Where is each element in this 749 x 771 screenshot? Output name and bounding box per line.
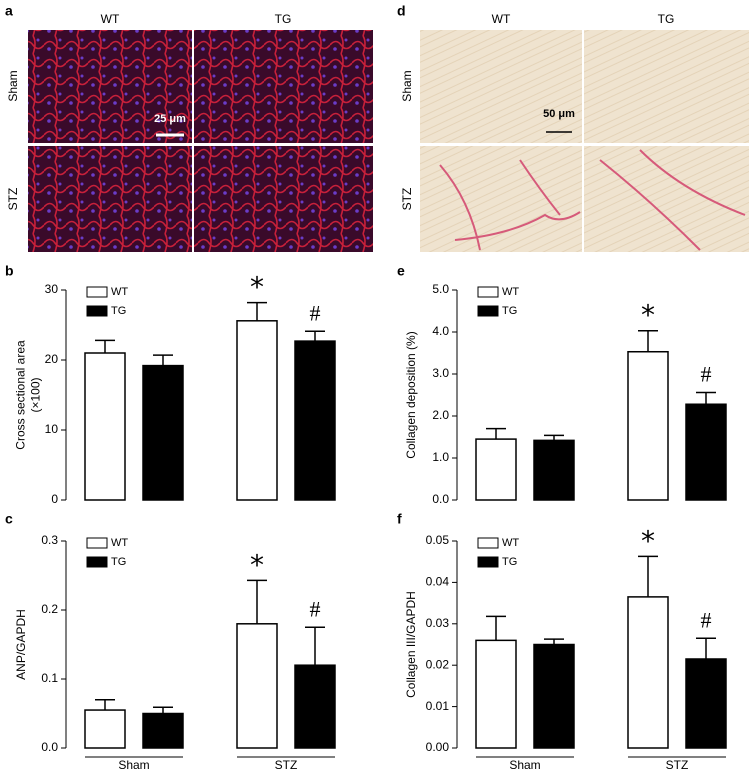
collagen-stain bbox=[439, 149, 746, 251]
row-label: Sham bbox=[6, 70, 20, 101]
y-tick-label: 1.0 bbox=[432, 450, 449, 464]
legend-label: WT bbox=[111, 537, 128, 549]
y-tick-label: 0.04 bbox=[426, 575, 450, 589]
y-tick-label: 10 bbox=[45, 422, 59, 436]
bar bbox=[236, 623, 278, 749]
significance-marker: # bbox=[310, 596, 321, 621]
micrograph bbox=[420, 146, 582, 252]
legend-swatch bbox=[477, 305, 499, 317]
significance-marker: # bbox=[310, 300, 321, 325]
significance-marker: * bbox=[250, 548, 264, 581]
significance-marker: * bbox=[250, 271, 264, 304]
y-tick-label: 30 bbox=[45, 282, 59, 296]
bar bbox=[142, 712, 184, 749]
y-tick-label: 0 bbox=[51, 492, 58, 506]
column-label: TG bbox=[658, 12, 675, 26]
legend-swatch bbox=[86, 286, 108, 298]
panel-letter: f bbox=[397, 511, 402, 527]
row-label: STZ bbox=[400, 188, 414, 211]
significance-marker: * bbox=[641, 524, 655, 557]
legend-label: WT bbox=[111, 286, 128, 298]
panel-a-images bbox=[28, 30, 373, 252]
y-tick-label: 20 bbox=[45, 352, 59, 366]
micrograph bbox=[28, 146, 192, 252]
bar bbox=[294, 664, 336, 749]
bar bbox=[84, 352, 126, 501]
bar bbox=[142, 364, 184, 501]
micrograph bbox=[28, 30, 192, 143]
scale-label: 50 μm bbox=[543, 108, 575, 120]
x-tick-label: Sham bbox=[118, 758, 149, 771]
significance-marker: * bbox=[641, 299, 655, 332]
panel-letter: b bbox=[5, 263, 14, 279]
y-tick-label: 0.2 bbox=[41, 602, 58, 616]
y-tick-label: 0.0 bbox=[41, 740, 58, 754]
y-axis-label: ANP/GAPDH bbox=[14, 609, 28, 680]
micrograph bbox=[584, 146, 749, 252]
significance-marker: # bbox=[701, 607, 712, 632]
legend-swatch bbox=[86, 305, 108, 317]
column-label: WT bbox=[101, 12, 120, 26]
panel-d-images bbox=[420, 30, 749, 252]
y-tick-label: 0.00 bbox=[426, 740, 450, 754]
micrograph bbox=[584, 30, 749, 143]
x-tick-label: Sham bbox=[509, 758, 540, 771]
x-tick-label: STZ bbox=[666, 758, 689, 771]
bar bbox=[685, 403, 727, 501]
y-tick-label: 2.0 bbox=[432, 408, 449, 422]
bar bbox=[685, 658, 727, 749]
legend-label: TG bbox=[111, 556, 126, 568]
legend-label: TG bbox=[502, 556, 517, 568]
bar bbox=[627, 596, 669, 749]
y-tick-label: 0.1 bbox=[41, 671, 58, 685]
panel-letter: c bbox=[5, 511, 13, 527]
y-axis-label: Collagen deposition (%) bbox=[404, 331, 418, 458]
y-tick-label: 0.3 bbox=[41, 533, 58, 547]
legend-swatch bbox=[477, 286, 499, 298]
scale-label: 25 μm bbox=[154, 113, 186, 125]
bar bbox=[533, 439, 575, 501]
bar bbox=[236, 320, 278, 501]
micrograph bbox=[420, 30, 582, 143]
bar bbox=[475, 438, 517, 501]
micrograph bbox=[194, 146, 373, 252]
y-tick-label: 4.0 bbox=[432, 324, 449, 338]
legend-swatch bbox=[86, 556, 108, 568]
bar bbox=[533, 643, 575, 749]
y-axis-label: Collagen III/GAPDH bbox=[404, 591, 418, 698]
legend-label: WT bbox=[502, 537, 519, 549]
significance-marker: # bbox=[701, 362, 712, 387]
row-label: STZ bbox=[6, 188, 20, 211]
y-tick-label: 3.0 bbox=[432, 366, 449, 380]
y-axis-label: Cross sectional area bbox=[14, 340, 28, 450]
y-tick-label: 0.0 bbox=[432, 492, 449, 506]
bar bbox=[475, 639, 517, 749]
legend-label: WT bbox=[502, 286, 519, 298]
legend-label: TG bbox=[502, 305, 517, 317]
panel-letter: e bbox=[397, 263, 405, 279]
y-axis-label: (×100) bbox=[29, 377, 43, 412]
bar bbox=[294, 340, 336, 501]
column-label: TG bbox=[275, 12, 292, 26]
y-tick-label: 5.0 bbox=[432, 282, 449, 296]
bar bbox=[627, 350, 669, 501]
legend-swatch bbox=[477, 556, 499, 568]
x-tick-label: STZ bbox=[275, 758, 298, 771]
legend-swatch bbox=[86, 537, 108, 549]
bar bbox=[84, 709, 126, 749]
y-tick-label: 0.02 bbox=[426, 657, 450, 671]
column-label: WT bbox=[492, 12, 511, 26]
y-tick-label: 0.01 bbox=[426, 699, 450, 713]
legend-swatch bbox=[477, 537, 499, 549]
legend-label: TG bbox=[111, 305, 126, 317]
panel-letter: d bbox=[397, 3, 406, 19]
y-tick-label: 0.03 bbox=[426, 616, 450, 630]
micrograph bbox=[194, 30, 373, 143]
panel-letter: a bbox=[5, 3, 13, 19]
row-label: Sham bbox=[400, 70, 414, 101]
y-tick-label: 0.05 bbox=[426, 533, 450, 547]
